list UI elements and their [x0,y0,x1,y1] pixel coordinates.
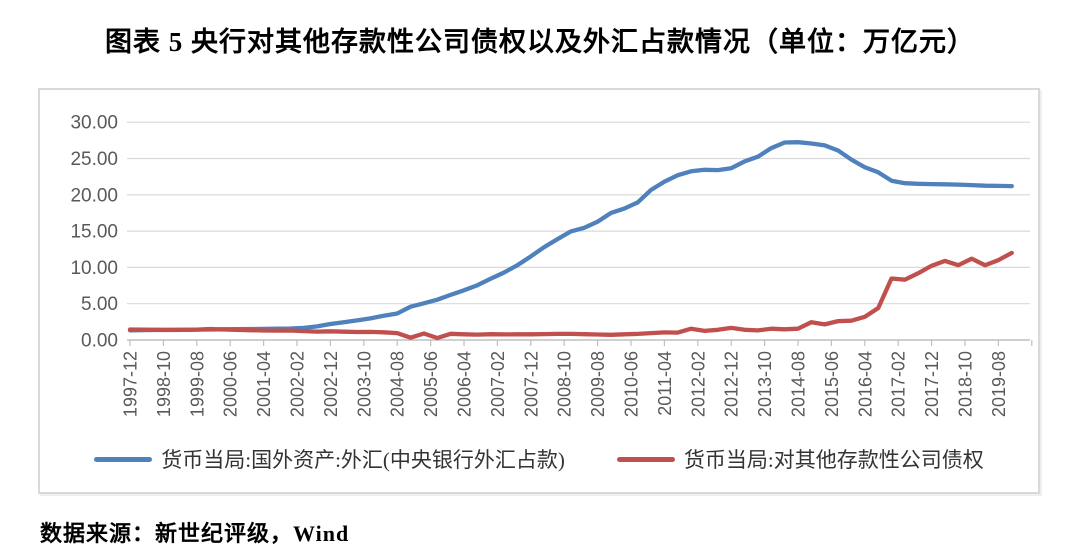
figure-title: 图表 5 央行对其他存款性公司债权以及外汇占款情况（单位：万亿元） [105,27,975,57]
x-tick-label: 1998-10 [154,351,174,417]
y-tick-label: 15.00 [70,222,118,243]
x-tick-label: 1999-08 [187,351,207,417]
legend-label: 货币当局:国外资产:外汇(中央银行外汇占款) [161,448,565,472]
x-tick-label: 2015-06 [822,351,842,417]
x-tick-label: 2000-06 [221,351,241,417]
chart-card: 0.00 5.00 10.00 15.00 20.00 25.00 30.00 1997-12… [38,88,1040,494]
x-tick-label: 2002-12 [321,351,341,417]
chart-legend: 货币当局:国外资产:外汇(中央银行外汇占款) 货币当局:对其他存款性公司债权 [40,444,1038,474]
x-tick-label: 2010-06 [622,351,642,417]
y-tick-label: 10.00 [70,258,118,279]
y-tick-label: 0.00 [81,331,118,352]
source-note: 数据来源：新世纪评级，Wind [40,521,350,546]
x-tick-label: 2013-10 [755,351,775,417]
y-tick-label: 25.00 [70,149,118,170]
x-tick-label: 2017-02 [889,351,909,417]
x-tick-label: 2012-12 [722,351,742,417]
x-tick-label: 2002-02 [288,351,308,417]
x-tick-label: 2018-10 [956,351,976,417]
x-tick-label: 2014-08 [789,351,809,417]
legend-line-sample-blue [94,456,153,462]
x-tick-label: 2003-10 [354,351,374,417]
x-tick-label: 2012-02 [688,351,708,417]
x-tick-label: 2019-08 [989,351,1009,417]
series-line-claims [127,250,1014,341]
x-tick-label: 2017-12 [922,351,942,417]
x-tick-label: 2007-12 [521,351,541,417]
x-tick-label: 2001-04 [254,351,274,417]
y-tick-label: 30.00 [70,113,118,134]
x-tick-label: 2009-08 [588,351,608,417]
y-tick-label: 5.00 [81,294,118,315]
x-tick-label: 2005-06 [421,351,441,417]
legend-item-fx-reserves: 货币当局:国外资产:外汇(中央银行外汇占款) [94,444,565,474]
x-tick-label: 2007-02 [488,351,508,417]
legend-line-sample-red [616,456,675,462]
x-tick-label: 2008-10 [555,351,575,417]
legend-item-claims: 货币当局:对其他存款性公司债权 [616,444,984,474]
x-tick-label: 2016-04 [855,351,875,417]
x-tick-label: 2011-04 [655,351,675,416]
x-tick-label: 1997-12 [121,351,141,417]
y-tick-label: 20.00 [70,185,118,206]
chart-plot: 0.00 5.00 10.00 15.00 20.00 25.00 30.00 1997-12… [70,113,1033,417]
legend-label: 货币当局:对其他存款性公司债权 [683,448,984,472]
x-tick-label: 2004-08 [388,351,408,417]
x-tick-label: 2006-04 [455,351,475,417]
